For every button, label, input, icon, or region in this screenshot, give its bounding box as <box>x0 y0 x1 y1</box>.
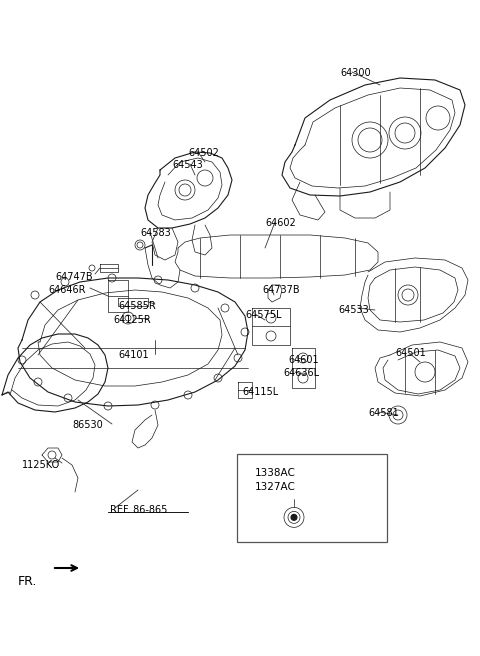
Text: FR.: FR. <box>18 575 37 588</box>
Text: 64585R: 64585R <box>118 301 156 311</box>
Text: 64636L: 64636L <box>283 368 319 378</box>
Bar <box>237 454 387 542</box>
Text: 1125KO: 1125KO <box>22 460 60 470</box>
Text: 64125R: 64125R <box>113 315 151 325</box>
Text: 1327AC: 1327AC <box>255 482 296 492</box>
Circle shape <box>291 514 297 520</box>
Text: 86530: 86530 <box>72 420 103 430</box>
Text: 64533: 64533 <box>338 305 369 315</box>
Text: 64646R: 64646R <box>48 285 85 295</box>
Text: REF. 86-865: REF. 86-865 <box>110 505 168 515</box>
Text: 64502: 64502 <box>188 148 219 158</box>
Text: 64300: 64300 <box>340 68 371 78</box>
Text: 64575L: 64575L <box>245 310 281 320</box>
Text: 64601: 64601 <box>288 355 319 365</box>
Text: 64581: 64581 <box>368 408 399 418</box>
Text: 64101: 64101 <box>118 350 149 360</box>
Text: 64543: 64543 <box>172 160 203 170</box>
Text: 64747B: 64747B <box>55 272 93 282</box>
Text: 64115L: 64115L <box>242 387 278 397</box>
Text: 1338AC: 1338AC <box>255 468 296 478</box>
Text: 64602: 64602 <box>265 218 296 228</box>
Text: 64737B: 64737B <box>262 285 300 295</box>
Text: 64501: 64501 <box>395 348 426 358</box>
Text: 64583: 64583 <box>140 228 171 238</box>
